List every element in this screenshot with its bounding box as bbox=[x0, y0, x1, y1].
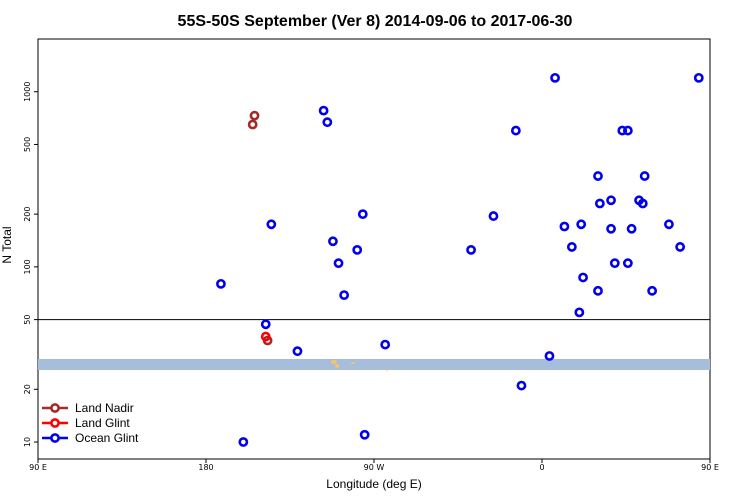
data-points bbox=[216, 72, 704, 447]
legend-label-land-nadir: Land Nadir bbox=[75, 401, 134, 415]
ocean-glint-point bbox=[606, 195, 616, 206]
no-data-band bbox=[38, 359, 710, 370]
ocean-glint-point bbox=[574, 307, 585, 318]
y-tick-label: 50 bbox=[23, 315, 32, 325]
ocean-glint-point bbox=[510, 125, 521, 136]
legend-marker-ocean-glint bbox=[50, 433, 60, 443]
ocean-glint-point bbox=[238, 437, 249, 447]
ocean-glint-point bbox=[606, 223, 616, 234]
ocean-glint-point bbox=[593, 285, 603, 296]
band-highlight-mark bbox=[335, 364, 339, 368]
ocean-glint-point bbox=[328, 236, 338, 247]
y-axis: 10 20 50 100 200 500 1000 bbox=[23, 82, 38, 447]
band-highlight-mark bbox=[331, 360, 337, 364]
x-tick-label: 0 bbox=[539, 463, 544, 472]
ocean-glint-point bbox=[260, 319, 271, 330]
ocean-glint-point bbox=[617, 125, 628, 136]
ocean-glint-point bbox=[359, 429, 370, 440]
ocean-glint-point bbox=[292, 346, 303, 357]
legend-label-land-glint: Land Glint bbox=[75, 416, 130, 430]
ocean-glint-point bbox=[578, 272, 588, 283]
ocean-glint-point bbox=[626, 223, 637, 234]
ocean-glint-point bbox=[622, 125, 633, 136]
band-highlight bbox=[331, 360, 388, 371]
land-nadir-point bbox=[249, 110, 260, 121]
ocean-glint-point bbox=[318, 105, 329, 116]
y-tick-label: 500 bbox=[23, 137, 32, 152]
ocean-glint-point bbox=[333, 258, 344, 269]
ocean-glint-point bbox=[594, 198, 605, 209]
x-tick-label: 90 E bbox=[701, 463, 719, 472]
ocean-glint-point bbox=[609, 258, 620, 269]
y-tick-label: 1000 bbox=[23, 82, 32, 102]
band-highlight-mark bbox=[351, 362, 355, 364]
ocean-glint-point bbox=[380, 339, 391, 350]
x-tick-label: 90 E bbox=[29, 463, 47, 472]
land-glint-point bbox=[260, 331, 271, 342]
y-tick-label: 10 bbox=[23, 437, 32, 447]
ocean-glint-point bbox=[693, 72, 704, 83]
ocean-glint-point bbox=[637, 198, 648, 209]
y-axis-label: N Total bbox=[0, 226, 14, 263]
x-axis-label: Longitude (deg E) bbox=[326, 477, 421, 491]
ocean-glint-point bbox=[639, 171, 650, 181]
ocean-glint-point bbox=[593, 171, 603, 181]
x-tick-label: 90 W bbox=[364, 463, 385, 472]
ocean-glint-point bbox=[576, 219, 587, 230]
plot-frame bbox=[37, 38, 711, 460]
ocean-glint-point bbox=[216, 278, 226, 289]
ocean-glint-point bbox=[266, 219, 277, 230]
ocean-glint-point bbox=[357, 209, 368, 220]
ocean-glint-point bbox=[550, 72, 560, 83]
ocean-glint-point bbox=[566, 242, 577, 252]
legend-label-ocean-glint: Ocean Glint bbox=[75, 431, 139, 445]
ocean-glint-point bbox=[544, 351, 555, 361]
band-highlight-mark bbox=[386, 369, 388, 371]
legend-marker-land-glint bbox=[50, 418, 60, 428]
ocean-glint-point bbox=[647, 285, 658, 296]
ocean-glint-point bbox=[488, 211, 499, 221]
y-tick-label: 200 bbox=[23, 207, 32, 222]
ocean-glint-point bbox=[339, 290, 350, 301]
ocean-glint-point bbox=[675, 242, 686, 252]
ocean-glint-point bbox=[622, 258, 633, 269]
legend-marker-land-nadir bbox=[50, 403, 60, 413]
ocean-glint-point bbox=[559, 221, 570, 232]
ocean-glint-point bbox=[664, 219, 674, 230]
y-tick-label: 100 bbox=[23, 259, 32, 274]
land-nadir-point bbox=[247, 119, 258, 130]
ocean-glint-point bbox=[352, 245, 363, 255]
chart-title: 55S-50S September (Ver 8) 2014-09-06 to … bbox=[178, 13, 573, 30]
ocean-glint-point bbox=[516, 380, 527, 391]
ocean-glint-point bbox=[466, 245, 476, 255]
x-tick-label: 180 bbox=[198, 463, 213, 472]
ocean-glint-point bbox=[322, 117, 333, 128]
y-tick-label: 20 bbox=[23, 384, 32, 394]
